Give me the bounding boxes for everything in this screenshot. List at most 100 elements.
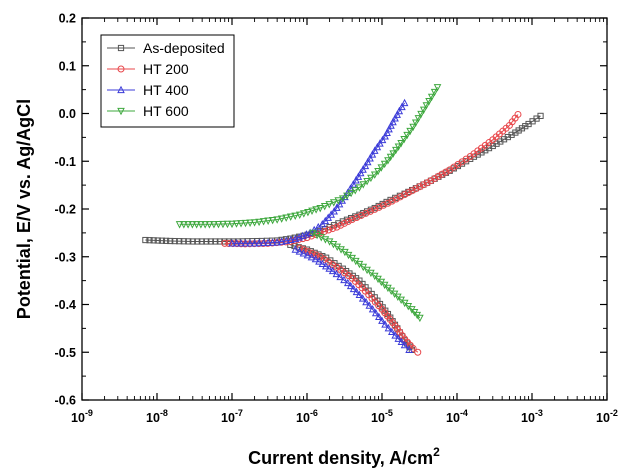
data-point-ht-600: [400, 135, 408, 144]
data-point-ht-400: [405, 345, 413, 353]
data-point-ht-200: [416, 183, 424, 191]
data-point-ht-600: [386, 153, 395, 162]
data-point-ht-200: [353, 213, 361, 221]
data-point-ht-200: [414, 348, 422, 356]
data-point-ht-400: [365, 301, 374, 309]
data-point-ht-400: [361, 161, 370, 170]
y-tick-label: -0.4: [54, 298, 76, 312]
data-point-ht-600: [374, 167, 382, 176]
data-point-ht-200: [304, 248, 312, 256]
data-point-ht-400: [384, 323, 393, 332]
data-point-ht-600: [277, 215, 286, 223]
data-point-ht-400: [291, 245, 300, 253]
data-point-ht-400: [352, 287, 361, 296]
legend-label-as-deposited: As-deposited: [143, 40, 225, 56]
y-tick-label: -0.6: [54, 394, 76, 408]
data-point-ht-200: [308, 249, 316, 257]
data-point-ht-600: [291, 212, 300, 220]
x-tick-label: 10-6: [296, 408, 318, 425]
data-point-as-deposited: [307, 248, 314, 255]
data-point-ht-600: [255, 218, 263, 227]
data-point-ht-400: [387, 121, 395, 129]
data-point-ht-400: [358, 294, 367, 302]
data-point-ht-400: [322, 262, 330, 270]
data-point-ht-600: [425, 97, 433, 106]
legend-label-ht-600: HT 600: [143, 103, 189, 119]
data-point-ht-600: [228, 220, 236, 229]
data-point-ht-200: [337, 221, 345, 229]
data-point-ht-200: [384, 199, 392, 207]
data-point-ht-400: [352, 176, 360, 184]
data-point-ht-200: [408, 187, 416, 195]
data-point-ht-200: [434, 172, 442, 180]
data-point-ht-400: [383, 128, 391, 136]
data-point-ht-600: [282, 214, 291, 222]
legend: As-deposited HT 200 HT 400 HT 600: [100, 34, 235, 128]
y-tick-label: -0.1: [54, 155, 76, 169]
series-ht-200: [221, 110, 522, 356]
data-point-ht-600: [430, 88, 439, 97]
data-point-ht-200: [325, 226, 333, 234]
data-point-ht-400: [381, 320, 389, 328]
series-line-ht-400-cathodic: [295, 249, 410, 351]
data-point-ht-200: [514, 110, 522, 118]
series-ht-400: [228, 98, 413, 353]
data-point-ht-600: [329, 199, 338, 207]
data-point-as-deposited: [150, 237, 157, 244]
y-tick-label: -0.2: [54, 203, 76, 217]
data-point-ht-600: [411, 119, 420, 127]
data-point-ht-600: [308, 207, 316, 216]
data-point-ht-600: [259, 218, 268, 226]
data-point-ht-200: [362, 209, 370, 217]
data-point-ht-600: [273, 216, 281, 224]
legend-label-ht-400: HT 400: [143, 82, 189, 98]
data-point-ht-400: [355, 290, 364, 299]
x-tick-label: 10-3: [521, 408, 543, 425]
data-point-ht-400: [375, 312, 383, 321]
x-tick-label: 10-4: [446, 408, 468, 425]
data-point-ht-400: [246, 239, 254, 247]
data-point-ht-600: [268, 216, 277, 225]
data-point-ht-400: [287, 235, 295, 244]
data-point-ht-400: [394, 334, 403, 342]
data-point-ht-400: [368, 304, 377, 313]
data-point-ht-600: [210, 221, 218, 229]
data-point-ht-400: [359, 165, 367, 173]
data-point-ht-200: [380, 201, 388, 209]
data-point-as-deposited: [207, 238, 214, 245]
data-point-ht-600: [377, 164, 386, 172]
data-point-ht-200: [438, 170, 446, 178]
data-point-as-deposited: [142, 236, 149, 244]
data-point-ht-400: [346, 281, 355, 290]
legend-marker-ht-400: [117, 85, 125, 94]
data-point-ht-600: [264, 217, 272, 225]
data-point-as-deposited: [203, 238, 210, 245]
data-point-ht-600: [250, 219, 259, 227]
data-point-ht-400: [388, 327, 396, 335]
data-point-ht-400: [303, 251, 312, 259]
data-point-ht-600: [351, 187, 360, 195]
data-point-as-deposited: [176, 238, 183, 245]
x-tick-label: 10-5: [371, 408, 393, 425]
data-point-ht-600: [416, 314, 424, 323]
data-point-ht-600: [197, 221, 205, 229]
data-point-ht-400: [400, 98, 409, 107]
data-point-ht-400: [371, 308, 380, 317]
data-point-ht-400: [250, 239, 259, 247]
data-point-ht-400: [277, 237, 286, 245]
data-point-ht-600: [406, 127, 414, 136]
y-axis-label: Potential, E/V vs. Ag/AgCl: [14, 99, 34, 319]
data-point-ht-400: [332, 203, 341, 211]
data-point-ht-400: [295, 247, 304, 255]
data-point-ht-600: [184, 221, 192, 229]
data-point-ht-200: [392, 195, 400, 203]
data-point-ht-200: [431, 174, 439, 182]
data-point-ht-200: [344, 217, 352, 225]
y-tick-label: 0.2: [59, 12, 76, 26]
data-point-ht-400: [395, 106, 404, 115]
data-point-ht-200: [423, 179, 431, 187]
data-point-ht-600: [334, 197, 343, 205]
data-point-ht-400: [340, 275, 348, 284]
x-tick-label: 10-8: [146, 408, 168, 425]
data-point-ht-600: [241, 219, 250, 228]
